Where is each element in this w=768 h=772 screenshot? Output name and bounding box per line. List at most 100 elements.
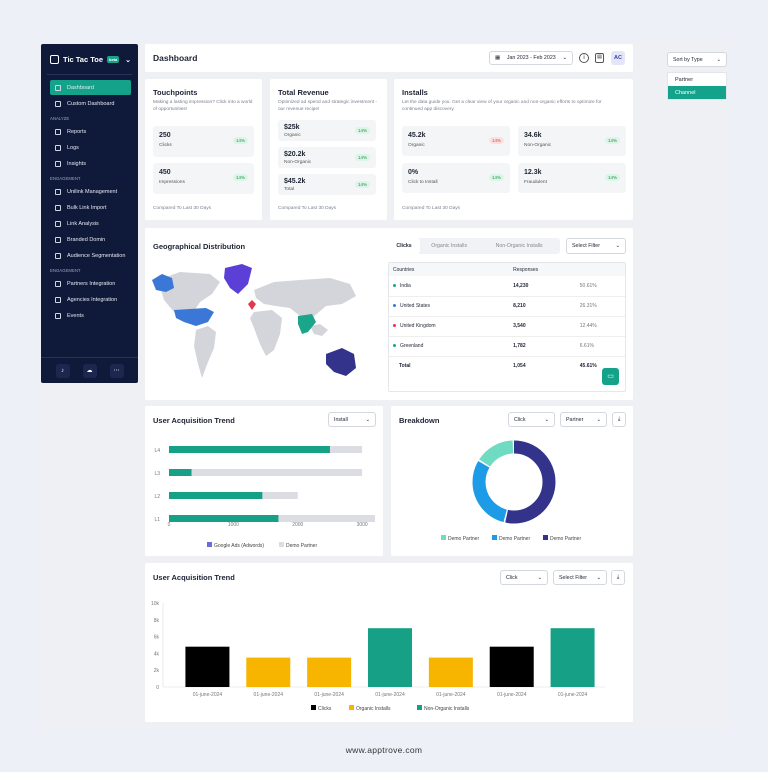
tick-label: 0 — [168, 522, 171, 528]
bar[interactable] — [489, 646, 534, 687]
x-tick-label: 01-june-2024 — [193, 692, 223, 698]
trend-badge: 14% — [232, 174, 248, 181]
legend-label: Organic Installs — [356, 706, 391, 712]
click-dropdown[interactable]: Click ⌄ — [500, 570, 548, 585]
stat-non-organic-installs: 34.6k Non-Organic 14% — [518, 126, 626, 156]
sidebar-item-dashboard[interactable]: Dashboard — [50, 80, 131, 95]
stat-value: $20.2k — [284, 151, 306, 158]
sidebar-item-bulk-link-import[interactable]: Bulk Link Import — [41, 200, 138, 216]
bar[interactable] — [368, 628, 412, 687]
y-tick-label: 10k — [151, 601, 160, 607]
bar-google-ads[interactable] — [169, 469, 192, 476]
bar[interactable] — [185, 646, 230, 687]
sort-by-type-dropdown[interactable]: Sort by Type ⌄ — [667, 52, 727, 67]
cloud-icon[interactable]: ☁ — [82, 363, 97, 378]
select-filter-dropdown[interactable]: Select Filter ⌄ — [553, 570, 607, 585]
card-title: User Acquisition Trend — [153, 416, 235, 425]
bar-google-ads[interactable] — [169, 515, 279, 522]
calendar-settings-icon[interactable]: ▤ — [595, 53, 604, 63]
chat-icon[interactable]: ▭ — [602, 368, 619, 385]
table-row[interactable]: United Kingdom 3,540 12.44% — [389, 316, 625, 336]
bar-google-ads[interactable] — [169, 446, 330, 453]
legend-swatch — [543, 535, 548, 540]
legend-swatch — [279, 542, 284, 547]
card-description: Let the data guide you. Get a clear view… — [402, 100, 602, 112]
bar-google-ads[interactable] — [169, 492, 263, 499]
sidebar-item-events[interactable]: Events — [41, 308, 138, 324]
status-dot — [393, 344, 396, 347]
chevron-down-icon: ⌄ — [716, 56, 721, 63]
sidebar-item-reports[interactable]: Reports — [41, 124, 138, 140]
comparison-note: Compared To Last 30 Days — [278, 206, 337, 211]
user-acquisition-trend-card: User Acquisition Trend Install ⌄ L4 L3 L2 L… — [145, 406, 383, 556]
dropdown-label: Click — [506, 574, 518, 581]
bar[interactable] — [550, 628, 595, 687]
x-tick-label: 01-june-2024 — [436, 692, 466, 698]
sidebar-item-logs[interactable]: Logs — [41, 140, 138, 156]
stat-clicks: 250 Clicks 14% — [153, 126, 254, 157]
notification-bell-icon[interactable]: ♪ — [55, 363, 70, 378]
legend-label: Demo Partner — [448, 536, 479, 542]
response-value: 1,782 — [513, 343, 526, 349]
tab-organic-installs[interactable]: Organic Installs — [431, 243, 468, 249]
tab-non-organic-installs[interactable]: Non-Organic Installs — [495, 243, 543, 249]
bar[interactable] — [246, 657, 291, 687]
x-tick-label: 01-june-2024 — [254, 692, 284, 698]
option-channel[interactable]: Channel — [668, 86, 726, 99]
stat-label: Organic — [408, 143, 425, 148]
category-label: L3 — [154, 471, 160, 477]
table-row[interactable]: India 14,230 50.61% — [389, 276, 625, 296]
region-greenland[interactable] — [224, 264, 252, 294]
sidebar-item-agencies-integration[interactable]: Agencies Integration — [41, 292, 138, 308]
region-australia[interactable] — [326, 348, 356, 376]
stat-value: 45.2k — [408, 132, 426, 139]
donut-slice[interactable] — [472, 440, 556, 524]
click-dropdown[interactable]: Click ⌄ — [508, 412, 555, 427]
date-range-picker[interactable]: ▦ Jan 2023 - Feb 2023 ⌄ — [489, 51, 573, 65]
sidebar-item-label: Bulk Link Import — [67, 205, 107, 211]
link-icon — [55, 189, 61, 195]
more-icon[interactable]: ⋯ — [109, 363, 124, 378]
trend-badge: 14% — [232, 137, 248, 144]
chevron-down-icon: ⌄ — [562, 55, 567, 61]
countries-table: Countries Responses India 14,230 50.61% Uni… — [388, 262, 626, 392]
bar[interactable] — [428, 657, 473, 687]
option-partner[interactable]: Partner — [675, 76, 694, 83]
region-united-states[interactable] — [174, 308, 214, 326]
table-row[interactable]: United States 8,210 26.31% — [389, 296, 625, 316]
bar[interactable] — [307, 657, 352, 687]
sidebar-item-unilink-management[interactable]: Unilink Management — [41, 184, 138, 200]
sidebar-item-custom-dashboard[interactable]: Custom Dashboard — [41, 96, 138, 112]
sidebar-item-link-analysis[interactable]: Link Analysis — [41, 216, 138, 232]
region-united-kingdom[interactable] — [248, 300, 256, 310]
chain-icon — [55, 221, 61, 227]
column-header: Countries — [393, 266, 415, 273]
sidebar-item-audience-segmentation[interactable]: Audience Segmentation — [41, 248, 138, 264]
sidebar-item-insights[interactable]: Insights — [41, 156, 138, 172]
user-avatar[interactable]: AC — [611, 51, 625, 65]
brand-switcher[interactable]: Tic Tac Toe beta ⌄ — [41, 44, 138, 70]
install-dropdown[interactable]: Install ⌄ — [328, 412, 376, 427]
region-india[interactable] — [298, 314, 316, 334]
world-map — [152, 264, 356, 378]
legend-swatch — [492, 535, 497, 540]
tab-clicks[interactable]: Clicks — [388, 238, 420, 254]
download-icon[interactable]: ⤓ — [612, 412, 626, 427]
trend-badge: 14% — [488, 174, 504, 181]
stat-label: Non-Organic — [524, 143, 552, 148]
info-icon[interactable]: i — [579, 53, 589, 63]
sidebar-item-branded-domin[interactable]: Branded Domin — [41, 232, 138, 248]
download-icon[interactable]: ⤓ — [611, 570, 625, 585]
sidebar-item-partners-integration[interactable]: Partners Integration — [41, 276, 138, 292]
x-tick-label: 01-june-2024 — [314, 692, 344, 698]
country-name: Greenland — [400, 343, 424, 349]
donut-slice[interactable] — [472, 440, 556, 524]
stat-label: Impressions — [159, 180, 185, 185]
select-filter-dropdown[interactable]: Select Filter ⌄ — [566, 238, 626, 254]
bar-demo-partner[interactable] — [169, 469, 363, 476]
donut-chart: Demo Partner Demo Partner Demo Partner — [441, 440, 581, 542]
dashboard-icon — [55, 84, 61, 91]
region-alaska[interactable] — [152, 274, 174, 292]
partner-dropdown[interactable]: Partner ⌄ — [560, 412, 607, 427]
table-row[interactable]: Greenland 1,782 6.61% — [389, 336, 625, 356]
